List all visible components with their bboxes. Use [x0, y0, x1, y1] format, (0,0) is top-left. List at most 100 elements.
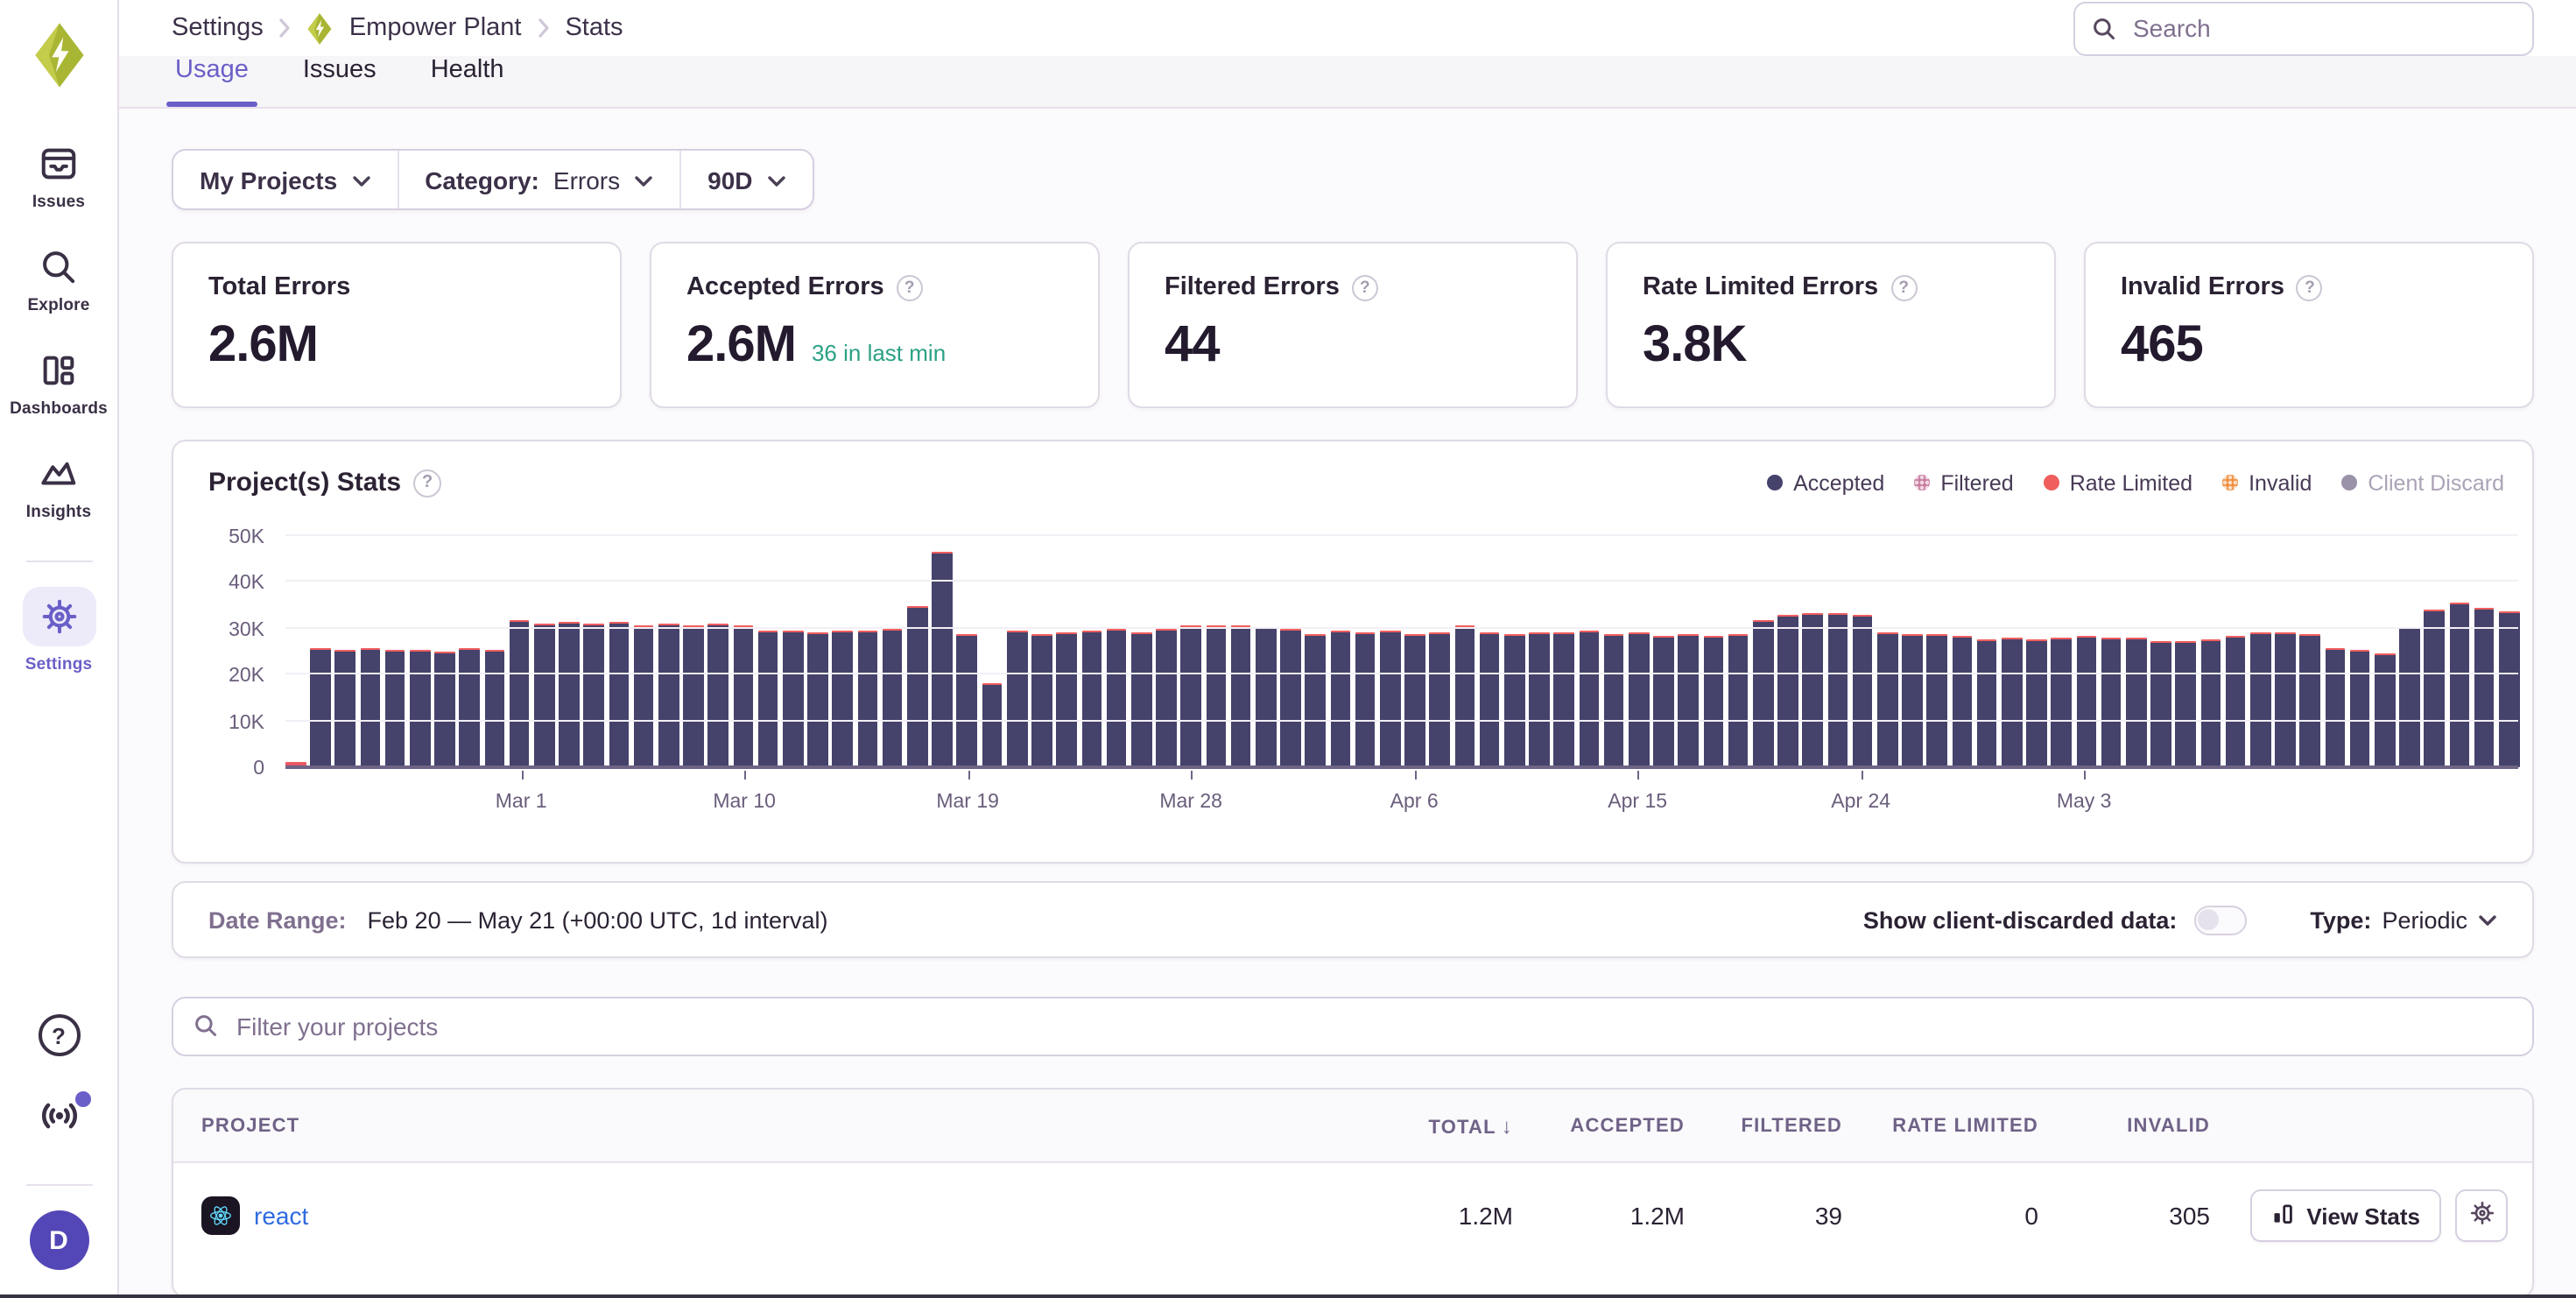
- chart-bar[interactable]: [335, 650, 355, 767]
- help-circle-icon[interactable]: ?: [1352, 274, 1378, 300]
- chart-bar[interactable]: [2350, 650, 2370, 767]
- chart-bar[interactable]: [1827, 613, 1848, 767]
- sidebar-item-insights[interactable]: Insights: [26, 454, 91, 522]
- chart-bar[interactable]: [1529, 632, 1549, 767]
- chart-bar[interactable]: [1554, 632, 1574, 767]
- project-selector[interactable]: My Projects: [173, 151, 398, 208]
- chart-bar[interactable]: [1653, 636, 1673, 767]
- chart-bar[interactable]: [1156, 629, 1176, 767]
- breadcrumb-org[interactable]: Empower Plant: [349, 14, 522, 42]
- chart-bar[interactable]: [2499, 611, 2519, 767]
- chart-bar[interactable]: [2150, 641, 2171, 767]
- chart-bar[interactable]: [808, 632, 828, 767]
- help-button[interactable]: ?: [36, 1012, 81, 1058]
- chart-bar[interactable]: [1902, 634, 1922, 767]
- chart-bar[interactable]: [1877, 632, 1897, 767]
- column-rate-limited[interactable]: RATE LIMITED: [1842, 1115, 2038, 1136]
- sidebar-item-explore[interactable]: Explore: [27, 247, 89, 315]
- legend-item[interactable]: Client Discard: [2341, 470, 2504, 495]
- chart-bar[interactable]: [907, 606, 927, 767]
- chart-bar[interactable]: [634, 625, 654, 767]
- tab-usage[interactable]: Usage: [172, 56, 252, 107]
- legend-item[interactable]: Filtered: [1914, 470, 2013, 495]
- sidebar-item-settings[interactable]: Settings: [22, 587, 95, 674]
- chart-bar[interactable]: [2026, 639, 2046, 767]
- chart-bar[interactable]: [733, 625, 753, 767]
- help-circle-icon[interactable]: ?: [2297, 274, 2323, 300]
- chart-bar[interactable]: [708, 624, 728, 767]
- project-settings-button[interactable]: [2455, 1189, 2508, 1242]
- chart-bar[interactable]: [1131, 632, 1151, 767]
- column-filtered[interactable]: FILTERED: [1685, 1115, 1842, 1136]
- chart-bar[interactable]: [883, 629, 903, 767]
- search-input[interactable]: [2073, 1, 2534, 55]
- chart-bar[interactable]: [1703, 636, 1723, 767]
- chart-bar[interactable]: [1728, 634, 1749, 767]
- chart-bar[interactable]: [1256, 627, 1276, 767]
- help-circle-icon[interactable]: ?: [1890, 274, 1917, 300]
- chart-bar[interactable]: [957, 634, 977, 767]
- chart-bar[interactable]: [1454, 625, 1475, 767]
- column-total[interactable]: TOTAL↓: [1306, 1113, 1513, 1138]
- project-link[interactable]: react: [254, 1202, 308, 1230]
- legend-item[interactable]: Accepted: [1767, 470, 1884, 495]
- sidebar-item-dashboards[interactable]: Dashboards: [10, 350, 108, 419]
- chart-bar[interactable]: [1853, 615, 1873, 767]
- chart-bar[interactable]: [1604, 634, 1624, 767]
- chart-bar[interactable]: [310, 648, 330, 767]
- legend-item[interactable]: Rate Limited: [2044, 470, 2192, 495]
- chart-bar[interactable]: [1927, 634, 1947, 767]
- column-invalid[interactable]: INVALID: [2038, 1115, 2210, 1136]
- chart-bar[interactable]: [484, 650, 504, 767]
- category-selector[interactable]: Category: Errors: [398, 151, 681, 208]
- chart-bar[interactable]: [1057, 632, 1077, 767]
- chart-bar[interactable]: [1230, 625, 1250, 767]
- chart-bar[interactable]: [1031, 634, 1052, 767]
- chart-bar[interactable]: [1629, 632, 1649, 767]
- chart-bar[interactable]: [1181, 625, 1201, 767]
- chart-bar[interactable]: [360, 648, 380, 767]
- help-circle-icon[interactable]: ?: [413, 469, 441, 497]
- chart-bar[interactable]: [684, 625, 704, 767]
- chart-bar[interactable]: [1330, 631, 1350, 767]
- help-circle-icon[interactable]: ?: [897, 274, 923, 300]
- chart-bar[interactable]: [1404, 634, 1425, 767]
- chart-bar[interactable]: [2300, 634, 2320, 767]
- chart-bar[interactable]: [1504, 634, 1524, 767]
- chart-bar[interactable]: [933, 552, 953, 767]
- legend-item[interactable]: Invalid: [2222, 470, 2312, 495]
- sidebar-item-issues[interactable]: Issues: [32, 144, 85, 212]
- chart-bar[interactable]: [609, 622, 629, 767]
- chart-bar[interactable]: [2076, 636, 2096, 767]
- chart-bar[interactable]: [1803, 613, 1823, 767]
- chart-bar[interactable]: [1952, 636, 1972, 767]
- chart-bar[interactable]: [2250, 632, 2270, 767]
- tab-issues[interactable]: Issues: [299, 56, 380, 107]
- chart-bar[interactable]: [2325, 648, 2345, 767]
- chart-bar[interactable]: [1380, 631, 1400, 767]
- chart-bar[interactable]: [833, 631, 853, 767]
- chart-bar[interactable]: [1777, 615, 1798, 767]
- chart-bar[interactable]: [1480, 632, 1500, 767]
- chart-bar[interactable]: [385, 650, 405, 767]
- chart-bar[interactable]: [2425, 610, 2445, 767]
- chart-bar[interactable]: [410, 650, 430, 767]
- chart-bar[interactable]: [2200, 639, 2221, 767]
- chart-bar[interactable]: [1306, 634, 1326, 767]
- chart-bar[interactable]: [2002, 638, 2022, 767]
- chart-bar[interactable]: [2126, 638, 2146, 767]
- whats-new-button[interactable]: [36, 1097, 81, 1142]
- chart-bar[interactable]: [982, 683, 1002, 767]
- chart-bar[interactable]: [857, 631, 877, 767]
- chart-bar[interactable]: [1977, 639, 1997, 767]
- sentry-logo[interactable]: [32, 21, 85, 98]
- period-selector[interactable]: 90D: [681, 151, 812, 208]
- type-selector[interactable]: Type: Periodic: [2310, 906, 2497, 933]
- chart-bar[interactable]: [1579, 631, 1599, 767]
- chart-bar[interactable]: [584, 624, 604, 767]
- chart-bar[interactable]: [1206, 625, 1226, 767]
- user-avatar[interactable]: D: [29, 1210, 88, 1270]
- column-accepted[interactable]: ACCEPTED: [1513, 1115, 1685, 1136]
- chart-bar[interactable]: [1106, 629, 1126, 767]
- chart-bar[interactable]: [1430, 632, 1450, 767]
